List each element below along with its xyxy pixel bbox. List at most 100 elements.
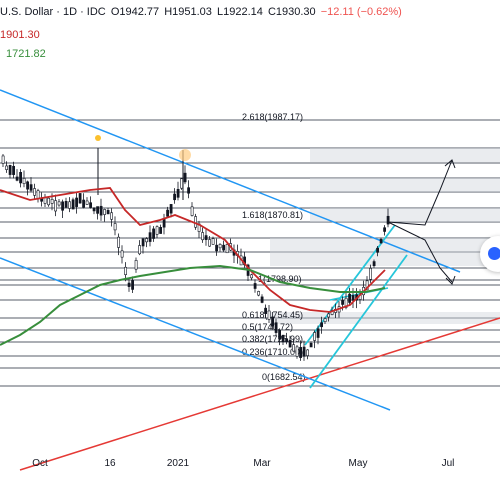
candle-body [22,178,26,184]
candle-body [351,295,355,301]
candle-body [8,165,12,175]
candle-body [379,238,383,244]
candle-body [110,212,114,220]
right-arrow-icon [488,247,500,260]
candle-body [131,280,135,290]
candle-body [225,244,229,254]
event-marker [95,135,101,141]
fib-zone [310,148,500,162]
symbol-title[interactable]: U.S. Dollar · 1D · IDC [0,6,106,18]
candle-body [47,197,51,206]
arrow-head-up-icon [444,159,456,169]
candle-body [386,215,390,225]
candle-body [176,189,180,198]
candle-body [124,266,128,275]
candle-body [253,283,257,289]
candle-body [106,210,110,215]
candle-body [134,260,138,270]
open-value: O1942.77 [110,6,160,18]
event-marker [179,149,191,161]
candle-body [5,165,9,170]
candle-body [271,316,275,327]
candle-body [85,200,89,205]
x-axis-label: May [349,458,368,469]
candle-body [274,322,278,333]
candle-body [208,239,212,247]
candle-body [92,207,96,212]
ma-red-value[interactable]: 1901.30 [0,29,40,41]
candle-body [113,223,117,231]
x-axis-label: Jul [442,458,455,469]
up-channel-upper [304,224,396,346]
candle-body [145,238,149,243]
ma-green-value[interactable]: 1721.82 [6,48,46,60]
candle-body [211,238,215,245]
x-axis-label: Mar [253,458,271,469]
high-value: H1951.03 [164,6,212,18]
ma-red-line [0,187,386,313]
candle-body [257,291,261,296]
candle-body [383,227,387,232]
projection-up-line [387,159,453,226]
candle-body [204,235,208,240]
projection-down-line [387,221,453,283]
change-value: −12.11 (−0.62%) [320,6,402,18]
candle-body [372,261,376,267]
candle-body [365,280,369,291]
candle-body [117,236,121,248]
candle-body [50,199,54,204]
x-axis-label: 16 [104,458,116,469]
fib-zone [270,312,500,324]
candle-body [341,300,345,305]
candle-body [57,201,61,206]
candle-body [141,238,145,247]
candle-body [344,297,348,308]
candle-body [120,250,124,258]
candle-body [54,200,58,212]
candle-body [215,244,219,252]
fib-label: 0(1682.54) [262,372,306,382]
fib-label: 1.618(1870.81) [242,210,303,220]
candle-body [152,228,156,239]
channel-lower-line [0,257,391,411]
candle-body [127,282,131,287]
candle-body [180,178,184,189]
low-value: L1922.14 [216,6,263,18]
fib-label: 1(1798.90) [258,274,302,284]
fib-zone [270,252,500,266]
fib-label: 0.382(1726.99) [242,334,303,344]
candle-body [309,342,313,348]
candle-body [267,310,271,320]
candle-body [348,293,352,303]
candle-body [33,188,37,196]
x-axis-label: Oct [32,458,48,469]
candle-body [26,181,30,190]
fib-zone [310,178,500,192]
candle-body [292,344,296,352]
candle-body [173,193,177,201]
candle-body [320,322,324,328]
candle-body [323,318,327,322]
candle-body [19,172,23,184]
candle-body [201,232,205,241]
arrow-head-down-icon [445,275,456,285]
candle-body [71,199,75,210]
candle-body [43,197,47,204]
candle-body [148,232,152,242]
candle-body [29,184,33,191]
candle-body [61,201,65,211]
scroll-right-button[interactable] [480,236,500,272]
candle-body [15,176,19,181]
ma-green-line [0,264,386,346]
candle-body [89,202,93,208]
candle-body [288,339,292,348]
candle-body [82,199,86,208]
trend-line [19,317,500,471]
candle-body [299,347,303,358]
candle-body [306,349,310,356]
candle-body [285,338,289,343]
candle-body [155,226,159,235]
candle-body [376,247,380,253]
